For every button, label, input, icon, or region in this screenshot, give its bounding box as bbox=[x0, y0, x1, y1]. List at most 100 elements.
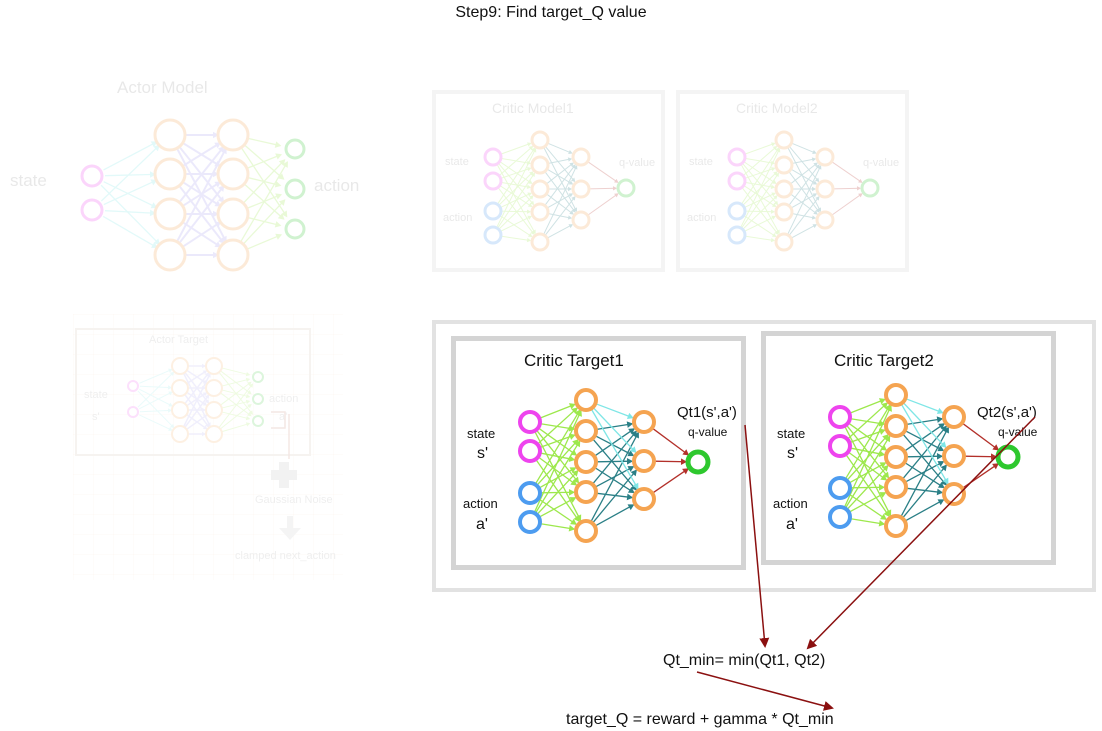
hidden-node bbox=[153, 197, 187, 231]
edge-arrowhead bbox=[218, 185, 225, 192]
edge-arrowhead bbox=[151, 242, 158, 249]
edge-arrowhead bbox=[885, 404, 892, 412]
edge bbox=[544, 164, 576, 206]
hidden-node bbox=[884, 514, 908, 538]
edge-arrowhead bbox=[217, 196, 225, 204]
state-node bbox=[483, 171, 503, 191]
hidden-node bbox=[530, 130, 550, 150]
edge-arrowhead bbox=[812, 193, 818, 198]
edge-arrowhead bbox=[812, 224, 818, 229]
nodes bbox=[483, 130, 636, 252]
edge-arrowhead bbox=[568, 224, 574, 229]
edge bbox=[177, 183, 225, 244]
edge-arrowhead bbox=[682, 449, 690, 456]
state-node bbox=[127, 406, 139, 418]
edge-arrowhead bbox=[633, 431, 639, 439]
edges bbox=[137, 363, 254, 437]
hidden-node bbox=[884, 414, 908, 438]
edge-arrowhead bbox=[275, 193, 283, 200]
edge bbox=[177, 146, 225, 205]
edge-arrowhead bbox=[680, 458, 688, 465]
edge bbox=[788, 164, 820, 206]
state-node bbox=[727, 171, 747, 191]
edge bbox=[500, 167, 531, 179]
edge-arrowhead bbox=[771, 215, 776, 220]
edge bbox=[546, 193, 574, 215]
hidden-node bbox=[153, 157, 187, 191]
edge-arrowhead bbox=[278, 159, 286, 166]
edge-arrowhead bbox=[214, 181, 222, 188]
edge bbox=[594, 435, 634, 457]
edge bbox=[741, 173, 779, 229]
edge-arrowhead bbox=[274, 141, 282, 148]
edge bbox=[217, 371, 253, 415]
edge bbox=[831, 193, 863, 216]
edge bbox=[787, 165, 822, 236]
edge bbox=[591, 438, 637, 491]
critic-target2-title: Critic Target2 bbox=[834, 351, 934, 370]
edge bbox=[499, 215, 532, 232]
edge-arrowhead bbox=[527, 142, 532, 147]
edge-arrowhead bbox=[167, 385, 173, 390]
edge-arrowhead bbox=[575, 409, 582, 417]
action-node bbox=[727, 201, 747, 221]
edge bbox=[744, 235, 775, 242]
hidden-node bbox=[815, 210, 835, 230]
edge bbox=[177, 144, 225, 203]
edge-arrowhead bbox=[567, 157, 573, 162]
critic-model2-box: Critic Model2 state action q-value bbox=[676, 90, 909, 272]
hidden-node bbox=[530, 202, 550, 222]
hidden-node bbox=[574, 388, 598, 412]
output-node bbox=[284, 218, 306, 240]
edge-arrowhead bbox=[527, 192, 532, 197]
edge-arrowhead bbox=[773, 171, 778, 176]
critic-target1-box: Critic Target1 state s' action a' Qt1(s'… bbox=[451, 336, 746, 570]
hidden-node bbox=[171, 401, 189, 419]
edge-arrowhead bbox=[573, 515, 580, 522]
edge bbox=[546, 193, 573, 209]
edge-arrowhead bbox=[627, 487, 635, 494]
edge-arrowhead bbox=[815, 208, 820, 213]
edge bbox=[496, 148, 535, 205]
edge-arrowhead bbox=[168, 426, 173, 431]
edge-arrowhead bbox=[771, 203, 777, 208]
edge bbox=[536, 470, 579, 516]
edge bbox=[587, 193, 619, 216]
edge bbox=[102, 215, 158, 249]
edges bbox=[533, 402, 690, 532]
edge bbox=[743, 215, 776, 232]
edge bbox=[183, 372, 210, 405]
edge-arrowhead bbox=[532, 148, 537, 153]
hidden-node bbox=[216, 118, 250, 152]
edge-arrowhead bbox=[571, 470, 579, 477]
edge-arrowhead bbox=[527, 203, 533, 208]
edge-arrowhead bbox=[218, 237, 225, 244]
edge-arrowhead bbox=[245, 422, 251, 427]
hidden-node bbox=[884, 445, 908, 469]
hidden-node bbox=[942, 482, 966, 506]
edge bbox=[244, 154, 282, 170]
output-node bbox=[995, 444, 1021, 470]
edge-arrowhead bbox=[627, 466, 635, 472]
edge-arrowhead bbox=[205, 423, 210, 428]
edge bbox=[651, 427, 689, 456]
edge-arrowhead bbox=[214, 241, 222, 248]
edge bbox=[497, 187, 535, 235]
edge-arrowhead bbox=[529, 200, 535, 206]
hidden-node bbox=[171, 357, 189, 375]
edge-arrowhead bbox=[150, 202, 158, 209]
edge bbox=[847, 493, 887, 520]
edge bbox=[139, 391, 173, 410]
nodes bbox=[828, 383, 1021, 538]
edge bbox=[539, 403, 576, 419]
hidden-node bbox=[942, 444, 966, 468]
edge-arrowhead bbox=[205, 394, 210, 399]
edge bbox=[175, 147, 227, 244]
edge-arrowhead bbox=[202, 370, 208, 375]
edge bbox=[535, 458, 580, 522]
edge bbox=[185, 369, 207, 384]
edge bbox=[537, 456, 577, 486]
edge bbox=[182, 371, 211, 427]
edge bbox=[653, 460, 687, 463]
hidden-node bbox=[884, 475, 908, 499]
